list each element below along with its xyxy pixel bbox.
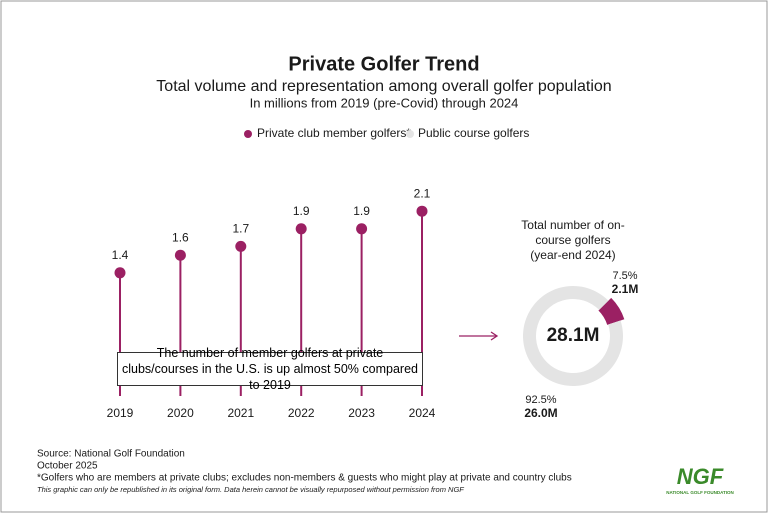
logo: NGF: [677, 464, 724, 489]
legend-label: Private club member golfers*: [257, 126, 411, 140]
dot: [416, 205, 428, 217]
value-label: 1.7: [232, 222, 249, 236]
chart-title: Private Golfer Trend: [288, 53, 479, 75]
x-tick-label: 2019: [107, 406, 134, 420]
donut-slice: [598, 297, 625, 325]
legend-marker: [244, 130, 252, 138]
legend-marker: [406, 130, 414, 138]
disclaimer: This graphic can only be republished in …: [37, 485, 464, 494]
percent-label: 7.5%: [612, 270, 637, 282]
dot: [235, 240, 247, 252]
x-tick-label: 2021: [227, 406, 254, 420]
value-label: 1.9: [353, 204, 370, 218]
value-label: 2.1: [414, 186, 431, 200]
value-label: 2.1M: [612, 282, 639, 296]
annotation: The number of member golfers at private …: [117, 346, 423, 392]
value-label: 1.4: [112, 248, 129, 262]
arrow-head: [490, 331, 499, 341]
chart-subtitle: In millions from 2019 (pre-Covid) throug…: [250, 95, 519, 110]
x-tick-label: 2024: [409, 406, 436, 420]
x-tick-label: 2022: [288, 406, 315, 420]
value-label: 1.6: [172, 230, 189, 244]
value-label: 1.9: [293, 204, 310, 218]
x-tick-label: 2020: [167, 406, 194, 420]
footnote: *Golfers who are members at private club…: [37, 473, 572, 484]
value-label: 26.0M: [524, 406, 557, 420]
percent-label: 92.5%: [525, 394, 556, 406]
donut-title: Total number of on-course golfers (year-…: [521, 218, 625, 262]
dot: [356, 223, 368, 235]
x-tick-label: 2023: [348, 406, 375, 420]
dot: [295, 223, 307, 235]
dot: [174, 249, 186, 261]
date: October 2025: [37, 461, 98, 472]
dot: [114, 267, 126, 279]
chart-subtitle: Total volume and representation among ov…: [156, 78, 611, 95]
donut-center: 28.1M: [547, 325, 600, 346]
source: Source: National Golf Foundation: [37, 449, 185, 460]
legend-label: Public course golfers: [418, 126, 529, 140]
logo-text: NATIONAL GOLF FOUNDATION: [666, 490, 734, 495]
